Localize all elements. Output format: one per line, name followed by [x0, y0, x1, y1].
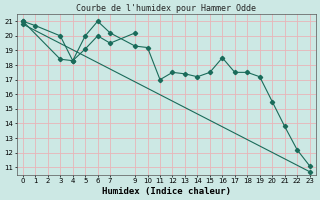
Title: Courbe de l'humidex pour Hammer Odde: Courbe de l'humidex pour Hammer Odde: [76, 4, 256, 13]
X-axis label: Humidex (Indice chaleur): Humidex (Indice chaleur): [102, 187, 231, 196]
